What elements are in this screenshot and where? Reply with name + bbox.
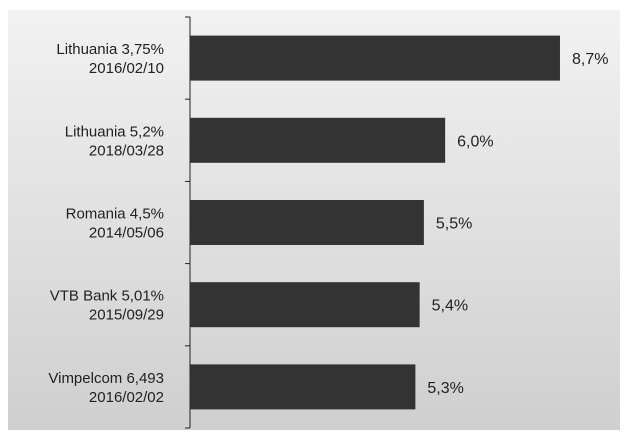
category-label: Lithuania 3,75%	[56, 41, 164, 58]
bar	[190, 200, 424, 245]
category-date-label: 2015/09/29	[89, 307, 164, 324]
category-date-label: 2014/05/06	[89, 225, 164, 242]
bar	[190, 364, 416, 410]
data-label: 8,7%	[572, 51, 608, 68]
data-label: 5,3%	[427, 380, 463, 397]
category-label: Vimpelcom 6,493	[48, 370, 164, 387]
category-label: Romania 4,5%	[66, 206, 164, 223]
bar	[190, 35, 560, 81]
data-label: 5,5%	[436, 216, 472, 233]
data-label: 5,4%	[432, 298, 468, 315]
data-label: 6,0%	[457, 133, 493, 150]
bar	[190, 117, 446, 163]
category-label: VTB Bank 5,01%	[50, 288, 164, 305]
category-date-label: 2016/02/02	[89, 389, 164, 406]
category-date-label: 2018/03/28	[89, 142, 164, 159]
category-label: Lithuania 5,2%	[65, 123, 164, 140]
bar	[190, 282, 420, 328]
category-date-label: 2016/02/10	[89, 60, 164, 77]
